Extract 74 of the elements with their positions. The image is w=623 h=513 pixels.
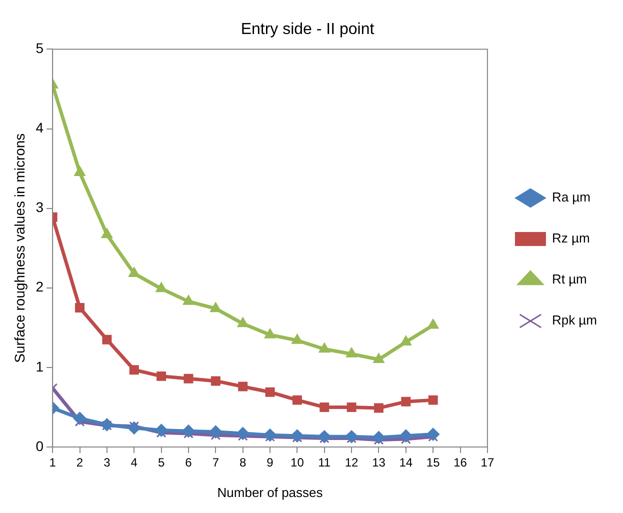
point [154, 424, 168, 437]
point [237, 317, 249, 328]
point [428, 395, 438, 405]
point [373, 352, 384, 363]
x-axis-title: Number of passes [217, 484, 324, 500]
point [265, 387, 275, 397]
y-tick-label: 1 [36, 358, 44, 374]
y-tick-label: 0 [36, 438, 44, 454]
point [320, 402, 330, 412]
point [238, 382, 248, 392]
x-tick-label: 14 [399, 456, 413, 470]
x-tick-label: 7 [212, 456, 220, 470]
point [184, 374, 194, 384]
point [210, 376, 220, 386]
x-tick-label: 9 [266, 456, 274, 470]
point [345, 430, 358, 444]
x-tick-label: 4 [130, 456, 138, 470]
x-tick-label: 2 [76, 456, 84, 470]
point [318, 342, 330, 353]
x-tick-label: 13 [372, 456, 386, 470]
point [399, 429, 412, 442]
legend-label: Rt µm [552, 272, 587, 287]
x-tick-label: 11 [318, 456, 331, 470]
point [346, 347, 358, 358]
point [290, 429, 304, 442]
chart-title: Entry side - II point [240, 21, 375, 38]
x-tick-label: 6 [185, 456, 192, 470]
point [427, 318, 439, 329]
x-tick-label: 15 [426, 456, 440, 470]
y-tick-label: 4 [36, 120, 44, 136]
point [236, 426, 250, 440]
point [129, 365, 139, 375]
point [264, 328, 276, 338]
y-tick-label: 3 [36, 199, 44, 216]
y-axis-title: Surface roughness values in microns [11, 133, 28, 363]
point [156, 282, 167, 292]
point [318, 430, 331, 444]
point [182, 294, 194, 305]
point [75, 303, 85, 313]
x-tick-label: 12 [344, 456, 359, 470]
point [100, 418, 114, 432]
y-tick-label: 5 [36, 40, 44, 56]
x-tick-label: 10 [290, 456, 304, 470]
point [73, 412, 86, 425]
x-tick-label: 5 [158, 456, 165, 470]
point [292, 395, 302, 405]
point [156, 371, 166, 381]
point [128, 267, 140, 278]
legend-label: Rpk µm [552, 312, 598, 328]
legend-label: Rz µm [552, 230, 590, 246]
legend-label: Ra µm [552, 190, 591, 205]
point [372, 430, 386, 444]
point [209, 425, 222, 438]
point [319, 433, 330, 444]
x-tick-label: 16 [454, 456, 468, 470]
point [401, 396, 411, 406]
point [400, 335, 412, 346]
point [346, 402, 356, 412]
y-tick-label: 2 [36, 278, 44, 295]
point [102, 334, 112, 344]
point [74, 166, 86, 176]
point [102, 420, 112, 431]
point [101, 228, 113, 238]
x-tick-label: 17 [480, 456, 494, 470]
x-tick-label: 8 [239, 456, 246, 470]
x-tick-label: 1 [49, 456, 56, 470]
point [374, 403, 384, 413]
point [292, 334, 303, 344]
point [182, 424, 195, 438]
point [264, 428, 277, 442]
point [426, 428, 440, 441]
point [128, 421, 141, 434]
point [210, 302, 222, 312]
x-tick-label: 3 [104, 456, 111, 470]
